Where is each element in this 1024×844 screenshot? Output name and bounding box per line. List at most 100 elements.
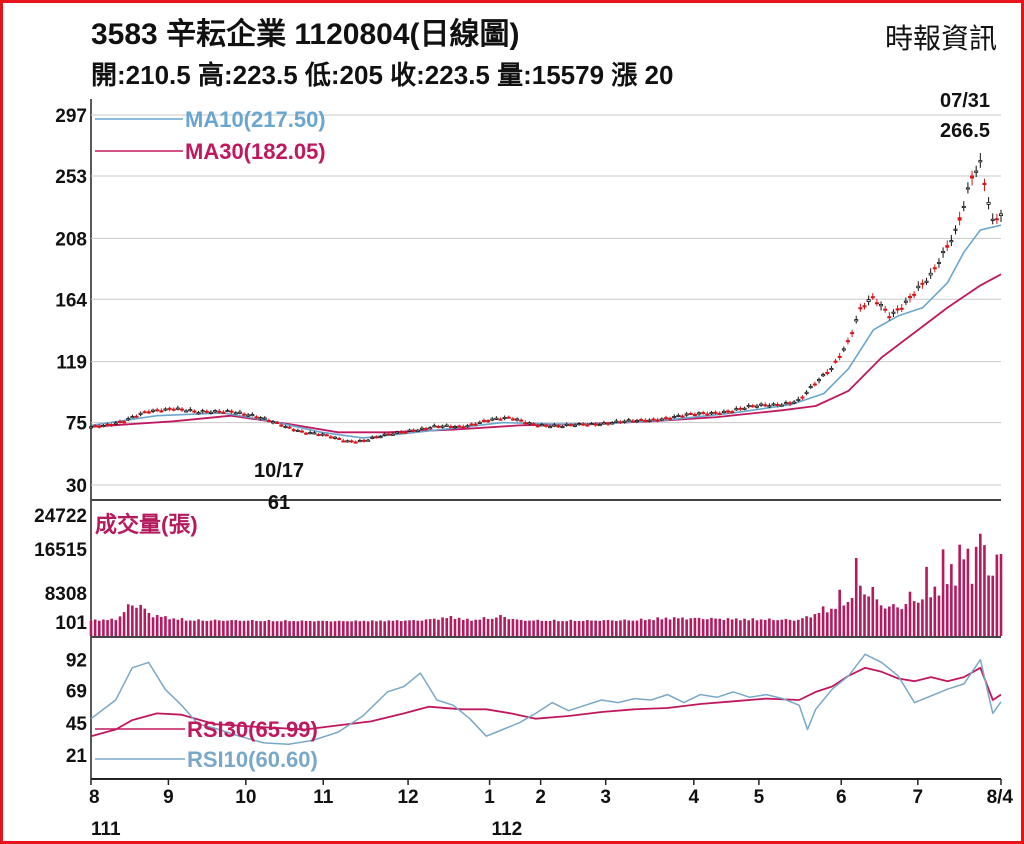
candle-body [159,410,164,413]
candle-body [428,427,433,430]
candle-body [597,424,602,427]
candle-body [639,419,644,422]
candle-body [498,418,503,421]
volume-bar [131,605,134,636]
candle-body [192,410,197,413]
candle-body [941,250,946,254]
candle-body [663,417,668,420]
candle-body [130,416,135,419]
candle-body [705,413,710,416]
candle-body [486,420,491,423]
volume-bar [925,566,928,636]
candle-body [481,419,486,422]
candle-body [254,416,259,419]
volume-bar [842,605,846,636]
candle-body [494,417,499,420]
volume-bar [557,621,560,636]
candle-body [548,426,553,429]
candle-body [965,187,970,190]
volume-bar [532,620,535,636]
volume-bar [664,617,668,636]
volume-bar [263,621,267,636]
candle-body [237,411,242,414]
data-source: 時報資訊 [884,23,997,54]
candle-body [957,217,962,221]
volume-bar [995,554,999,636]
candle-body [395,431,400,434]
candle-body [556,425,561,428]
candle-body [800,396,805,399]
candle-body [432,425,437,428]
volume-bar [449,615,453,636]
volume-bar [106,620,109,636]
year-tick-label: 111 [91,819,121,840]
volume-bar [896,607,899,636]
volume-bar [275,621,279,636]
candle-body [374,436,379,439]
candle-body [626,419,631,422]
candle-body [188,409,193,412]
panel-frames [90,99,1001,780]
candle-body [817,379,822,382]
candle-body [788,402,793,405]
price-candles [89,153,1004,444]
volume-bar [544,620,548,636]
candle-body [142,411,147,414]
volume-bar [854,558,858,636]
volume-bar [801,618,804,636]
ma30-legend: MA30(182.05) [185,139,326,164]
volume-tick-label: 101 [55,613,87,634]
volume-bar [164,616,167,636]
volume-tick-label: 24722 [34,506,87,527]
candle-body [217,410,222,413]
volume-bar [395,620,399,636]
volume-bar [342,621,345,636]
volume-bar [875,599,879,636]
volume-bar [370,620,374,636]
candle-body [208,411,213,414]
volume-bar [846,601,850,636]
volume-bar [929,597,932,636]
volume-bar [900,609,904,636]
volume-bar [420,620,424,636]
volume-bar [317,620,320,636]
volume-bar [987,575,990,636]
candle-body [845,340,850,343]
candle-body [684,413,689,416]
candle-body [759,403,764,406]
candle-body [697,412,702,415]
candle-body [105,423,110,426]
candle-body [953,228,958,231]
volume-bar [490,618,494,636]
candle-body [295,429,300,432]
month-tick-label: 9 [163,787,174,808]
candle-body [916,285,921,289]
volume-bar [759,619,763,636]
volume-tick-label: 8308 [45,584,87,605]
volume-bar [747,620,750,636]
volume-bar [168,619,171,636]
volume-bar [486,618,490,636]
candle-body [527,422,532,425]
volume-bar [937,595,941,636]
volume-bar [871,586,875,636]
candle-body [970,175,975,179]
candle-body [184,410,189,413]
candle-body [316,434,321,437]
volume-bar [321,620,324,636]
month-tick-label: 8 [89,787,100,808]
volume-bar [672,617,676,636]
candle-body [328,436,333,439]
volume-bar [114,620,118,636]
candle-body [473,423,478,426]
candle-body [738,407,743,410]
candle-body [448,425,453,428]
high-date-label: 07/31 [940,90,990,112]
volume-bar [763,619,767,636]
volume-bar [983,545,986,636]
volume-bar [482,617,486,636]
month-tick-label: 4 [689,787,700,808]
candle-body [440,425,445,428]
candle-body [436,425,441,428]
candle-body [858,307,863,310]
